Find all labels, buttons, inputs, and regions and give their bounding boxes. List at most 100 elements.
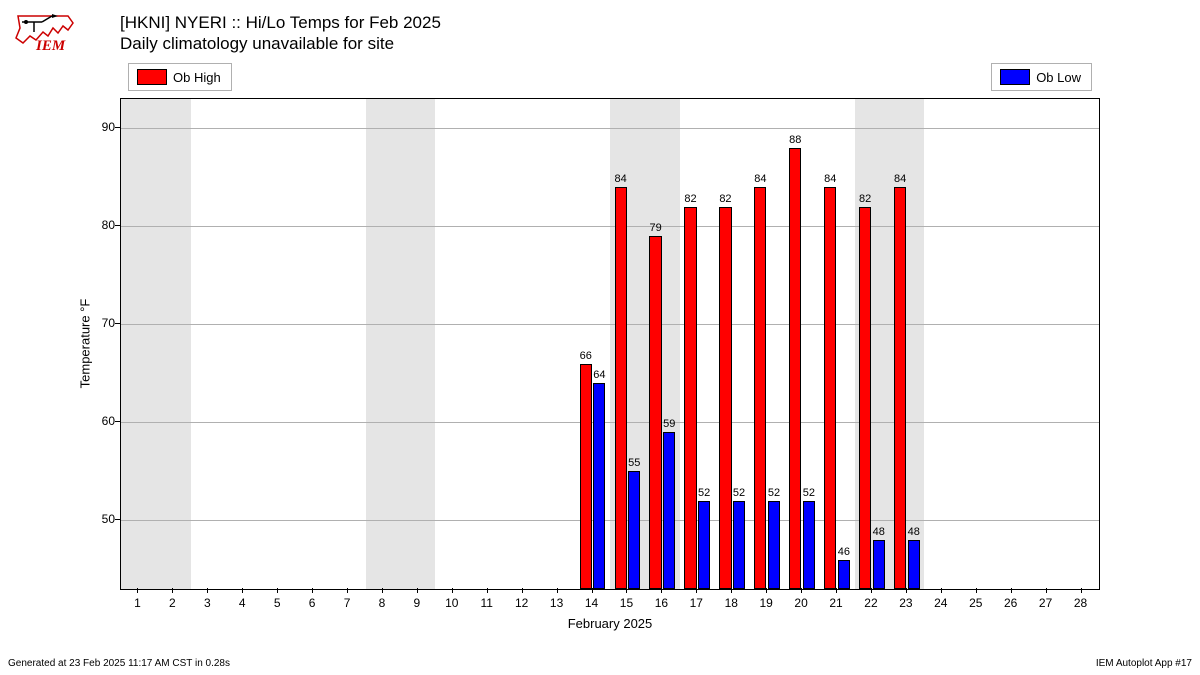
ytick-mark: [115, 421, 120, 422]
bar-low: [628, 471, 640, 589]
gridline: [121, 226, 1099, 227]
bar-high: [824, 187, 836, 589]
xtick-mark: [836, 588, 837, 593]
bar-low-label: 52: [698, 487, 710, 499]
bar-low: [593, 383, 605, 589]
ytick-label: 80: [85, 218, 115, 232]
xtick-label: 4: [239, 596, 246, 610]
xtick-label: 28: [1074, 596, 1087, 610]
xtick-label: 20: [794, 596, 807, 610]
bar-high-label: 84: [894, 173, 906, 185]
xtick-mark: [801, 588, 802, 593]
bar-low: [803, 501, 815, 589]
xtick-mark: [487, 588, 488, 593]
ytick-mark: [115, 519, 120, 520]
xtick-label: 5: [274, 596, 281, 610]
xtick-mark: [277, 588, 278, 593]
bar-high: [859, 207, 871, 589]
iem-logo: IEM: [8, 8, 78, 58]
xtick-mark: [172, 588, 173, 593]
xtick-label: 14: [585, 596, 598, 610]
xtick-label: 10: [445, 596, 458, 610]
ytick-mark: [115, 127, 120, 128]
xtick-mark: [871, 588, 872, 593]
y-axis-label: Temperature °F: [77, 299, 92, 389]
plot-area: 6684798282848884828464555952525252464848: [120, 98, 1100, 590]
bar-low-label: 48: [873, 526, 885, 538]
xtick-mark: [242, 588, 243, 593]
chart-title: [HKNI] NYERI :: Hi/Lo Temps for Feb 2025…: [120, 12, 441, 55]
gridline: [121, 128, 1099, 129]
xtick-mark: [941, 588, 942, 593]
gridline: [121, 422, 1099, 423]
ytick-label: 70: [85, 316, 115, 330]
xtick-mark: [976, 588, 977, 593]
xtick-mark: [557, 588, 558, 593]
legend-low: Ob Low: [991, 63, 1092, 91]
bar-high-label: 88: [789, 134, 801, 146]
bar-high: [649, 236, 661, 589]
bar-high-label: 84: [754, 173, 766, 185]
bar-high: [580, 364, 592, 589]
bar-high-label: 82: [859, 193, 871, 205]
xtick-label: 25: [969, 596, 982, 610]
xtick-mark: [452, 588, 453, 593]
xtick-mark: [1011, 588, 1012, 593]
xtick-label: 6: [309, 596, 316, 610]
bar-low: [838, 560, 850, 589]
ytick-label: 50: [85, 512, 115, 526]
weekend-band: [366, 99, 436, 589]
bar-high: [894, 187, 906, 589]
bar-high: [754, 187, 766, 589]
footer-left: Generated at 23 Feb 2025 11:17 AM CST in…: [8, 658, 230, 669]
ytick-label: 90: [85, 120, 115, 134]
bar-low: [733, 501, 745, 589]
xtick-label: 9: [414, 596, 421, 610]
x-axis-label: February 2025: [568, 616, 653, 631]
bar-low-label: 64: [593, 369, 605, 381]
xtick-label: 1: [134, 596, 141, 610]
bar-high: [719, 207, 731, 589]
bar-high-label: 82: [719, 193, 731, 205]
bar-low-label: 52: [733, 487, 745, 499]
svg-text:IEM: IEM: [35, 38, 66, 54]
bar-low-label: 59: [663, 418, 675, 430]
legend-high: Ob High: [128, 63, 232, 91]
gridline: [121, 520, 1099, 521]
xtick-mark: [731, 588, 732, 593]
bar-high-label: 82: [684, 193, 696, 205]
xtick-mark: [522, 588, 523, 593]
legend-label-low: Ob Low: [1036, 70, 1081, 85]
xtick-label: 2: [169, 596, 176, 610]
xtick-label: 18: [725, 596, 738, 610]
xtick-mark: [312, 588, 313, 593]
xtick-mark: [626, 588, 627, 593]
xtick-mark: [661, 588, 662, 593]
bar-low-label: 46: [838, 546, 850, 558]
legend-swatch-low: [1000, 69, 1030, 85]
xtick-label: 7: [344, 596, 351, 610]
xtick-label: 16: [655, 596, 668, 610]
weekend-band: [121, 99, 191, 589]
bar-high-label: 79: [649, 222, 661, 234]
bar-low: [698, 501, 710, 589]
xtick-label: 26: [1004, 596, 1017, 610]
xtick-label: 3: [204, 596, 211, 610]
xtick-label: 27: [1039, 596, 1052, 610]
xtick-mark: [137, 588, 138, 593]
xtick-mark: [592, 588, 593, 593]
xtick-mark: [766, 588, 767, 593]
bar-low: [873, 540, 885, 589]
xtick-mark: [382, 588, 383, 593]
bar-low-label: 52: [768, 487, 780, 499]
xtick-label: 11: [481, 596, 493, 610]
bar-low-label: 55: [628, 457, 640, 469]
xtick-label: 12: [515, 596, 528, 610]
xtick-label: 22: [864, 596, 877, 610]
xtick-label: 15: [620, 596, 633, 610]
xtick-label: 17: [690, 596, 703, 610]
bar-low: [663, 432, 675, 589]
bar-low-label: 52: [803, 487, 815, 499]
xtick-mark: [207, 588, 208, 593]
title-line-1: [HKNI] NYERI :: Hi/Lo Temps for Feb 2025: [120, 12, 441, 33]
